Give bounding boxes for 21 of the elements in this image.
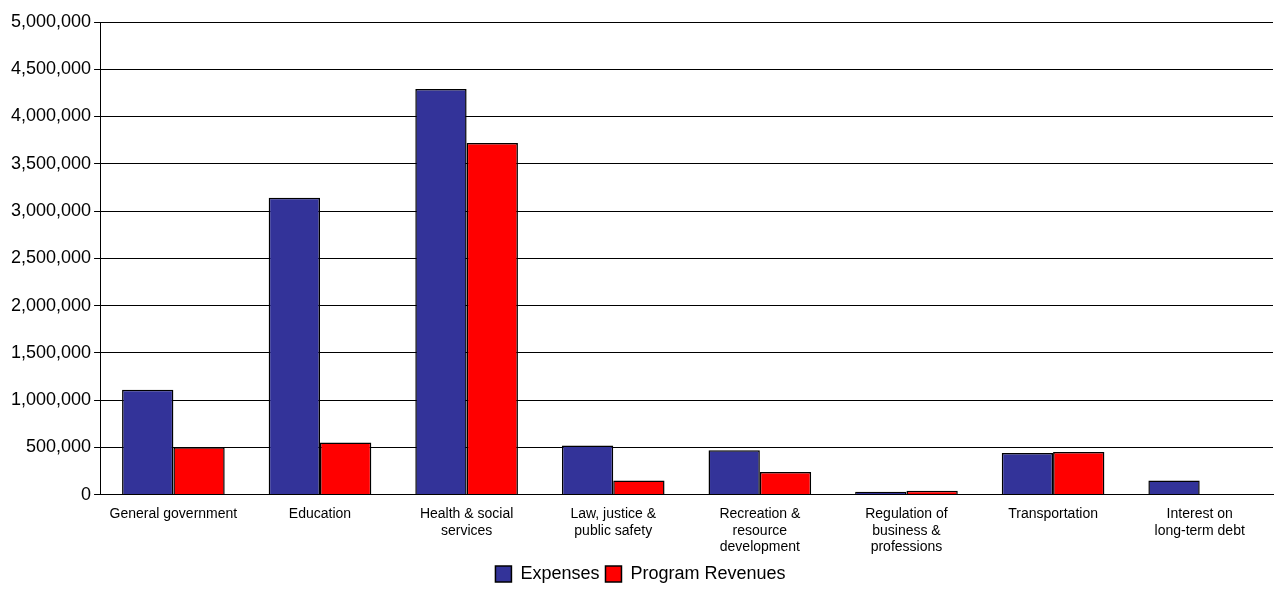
y-tick-label: 1,000,000 <box>11 389 92 410</box>
x-tick-label: Education <box>288 504 352 521</box>
x-tick-label: Interest on long-term debt <box>1154 504 1245 538</box>
x-tick-label: Regulation of business & professions <box>865 504 948 555</box>
y-tick-label: 2,500,000 <box>11 247 92 268</box>
x-tick-label: Law, justice & public safety <box>570 504 657 538</box>
y-tick-label: 500,000 <box>26 436 92 457</box>
y-tick-label: 3,500,000 <box>11 152 92 173</box>
y-tick-label: 3,000,000 <box>11 200 92 221</box>
y-tick-label: 4,500,000 <box>11 58 92 79</box>
y-tick-label: 2,000,000 <box>11 294 92 315</box>
legend-label: Program Revenues <box>630 562 786 583</box>
legend-label: Expenses <box>520 562 600 583</box>
y-tick-label: 5,000,000 <box>11 10 92 31</box>
x-tick-label: General government <box>109 504 238 521</box>
y-tick-label: 1,500,000 <box>11 341 92 362</box>
y-tick-label: 4,000,000 <box>11 105 92 126</box>
y-tick-label: 0 <box>81 483 92 504</box>
x-tick-label: Recreation & resource development <box>719 504 801 555</box>
x-tick-label: Transportation <box>1008 504 1098 521</box>
x-tick-label: Health & social services <box>419 504 514 538</box>
